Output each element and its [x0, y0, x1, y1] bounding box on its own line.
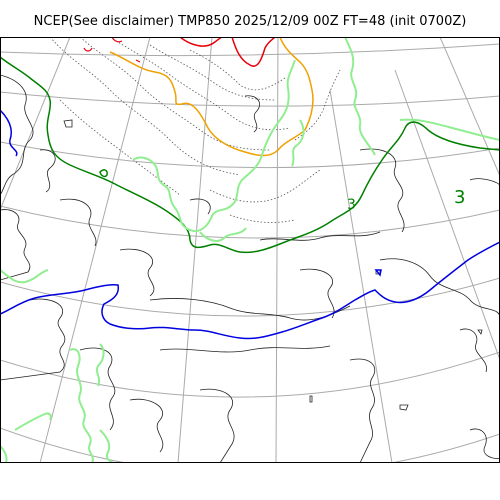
- isotherm-light-green-group: [0, 37, 500, 463]
- isotherm-light-green: [0, 269, 49, 284]
- coastline: [349, 358, 376, 463]
- contour-label: 3: [454, 187, 465, 208]
- dotted-isoline: [79, 37, 271, 151]
- isotherm-orange: [109, 37, 314, 157]
- isotherm-light-green: [69, 348, 94, 463]
- dotted-isolines: [49, 37, 341, 223]
- longitude-line: [177, 37, 213, 463]
- dotted-isoline: [59, 99, 181, 196]
- longitude-line: [439, 37, 500, 177]
- graticule: [0, 37, 500, 463]
- coastline: [0, 298, 66, 381]
- coastline: [469, 428, 500, 459]
- coastline: [79, 347, 116, 431]
- isotherm-light-green: [291, 119, 305, 167]
- coastline: [0, 74, 34, 196]
- coastline: [39, 149, 56, 193]
- longitude-line: [39, 37, 151, 463]
- coastline: [199, 388, 235, 463]
- isotherm-light-green: [95, 343, 105, 387]
- coastline: [189, 198, 211, 215]
- island: [63, 119, 73, 128]
- longitude-line: [394, 69, 500, 361]
- weather-map: 3 3: [0, 37, 500, 463]
- coastline: [299, 268, 335, 319]
- latitude-line: [0, 91, 500, 107]
- isotherm-light-green: [99, 429, 115, 463]
- dotted-isoline: [109, 37, 291, 131]
- coastline: [244, 95, 260, 133]
- isotherm-light-green: [199, 227, 247, 242]
- coastline: [59, 198, 97, 247]
- latitude-line: [0, 43, 500, 57]
- latitude-line: [0, 277, 500, 317]
- coastline: [159, 345, 331, 353]
- coastline: [0, 209, 31, 281]
- latitude-line: [0, 205, 500, 239]
- isotherm-blue: [0, 109, 18, 157]
- coastline: [259, 231, 381, 241]
- longitude-line: [0, 37, 71, 211]
- isotherm-light-green: [132, 59, 296, 232]
- isotherm-dark-green: [0, 56, 500, 254]
- dotted-isoline: [209, 169, 321, 203]
- longitude-line: [275, 37, 279, 463]
- isotherm-light-green: [344, 37, 376, 156]
- latitude-line: [0, 141, 500, 169]
- contour-label: 3: [347, 197, 356, 213]
- dotted-isoline: [49, 37, 241, 176]
- isotherm-blue: [374, 269, 382, 277]
- longitude-line: [329, 89, 393, 463]
- island: [399, 404, 409, 411]
- coastline: [119, 248, 155, 297]
- isotherm-light-green: [14, 412, 52, 431]
- isotherm-light-green: [399, 118, 500, 141]
- coastline: [379, 258, 500, 319]
- island: [477, 329, 483, 335]
- dotted-isoline: [294, 69, 341, 141]
- coastline: [459, 328, 487, 373]
- latitude-line: [0, 351, 500, 398]
- isotherm-dark-green: [99, 169, 108, 178]
- island: [309, 395, 313, 403]
- dotted-isoline: [189, 49, 286, 91]
- latitude-line: [0, 427, 500, 463]
- isotherm-blue: [0, 241, 500, 340]
- coastline: [129, 398, 164, 453]
- map-title: NCEP(See disclaimer) TMP850 2025/12/09 0…: [33, 14, 467, 29]
